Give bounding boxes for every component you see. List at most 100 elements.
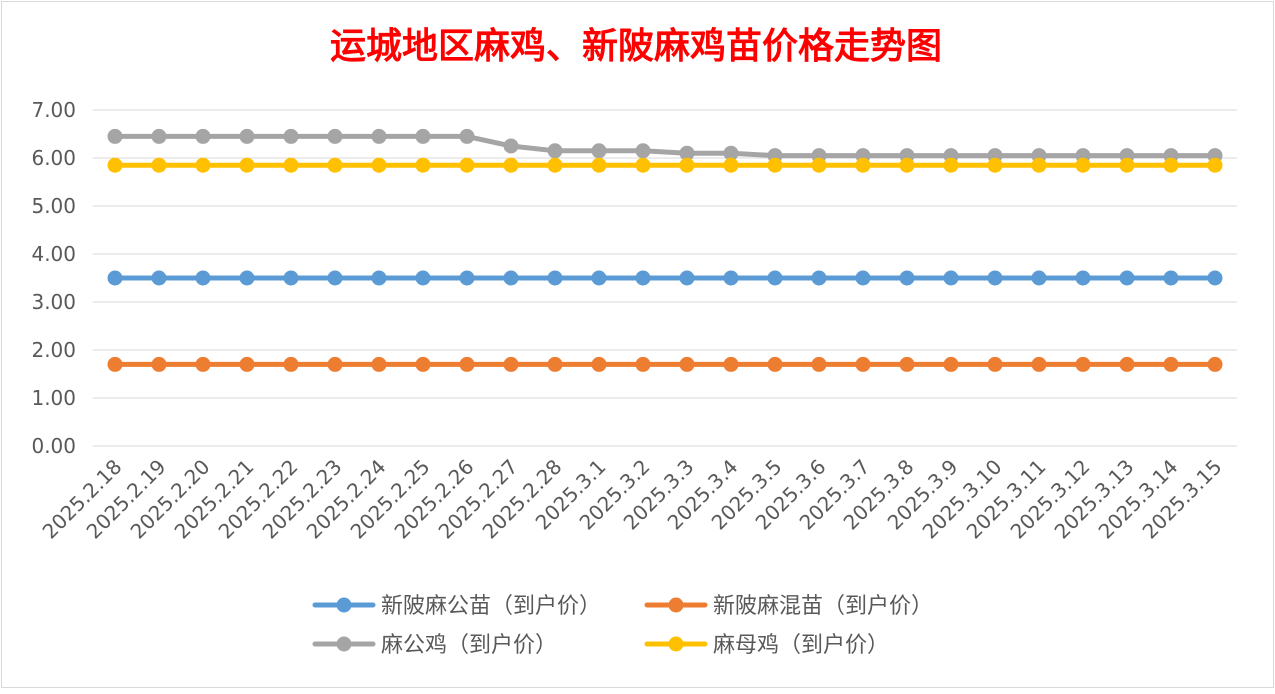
series-1 — [107, 270, 1223, 286]
data-point — [371, 270, 387, 286]
legend-item: 麻公鸡（到户价） — [312, 633, 557, 658]
data-point — [1031, 356, 1047, 372]
y-tick-label: 5.00 — [31, 194, 76, 218]
data-point — [547, 270, 563, 286]
legend-swatch-marker — [336, 636, 352, 652]
data-point — [1207, 270, 1223, 286]
data-point — [1031, 270, 1047, 286]
data-point — [855, 356, 871, 372]
series-lines — [107, 128, 1223, 372]
data-point — [327, 356, 343, 372]
data-point — [723, 356, 739, 372]
data-point — [327, 157, 343, 173]
data-point — [107, 157, 123, 173]
data-point — [371, 356, 387, 372]
series-4 — [107, 157, 1223, 173]
data-point — [1119, 356, 1135, 372]
data-point — [151, 356, 167, 372]
data-point — [195, 157, 211, 173]
data-point — [371, 157, 387, 173]
y-tick-label: 1.00 — [31, 386, 76, 410]
data-point — [503, 157, 519, 173]
data-point — [679, 145, 695, 161]
data-point — [107, 356, 123, 372]
y-tick-label: 3.00 — [31, 290, 76, 314]
y-tick-label: 4.00 — [31, 242, 76, 266]
data-point — [415, 128, 431, 144]
data-point — [899, 356, 915, 372]
data-point — [1031, 157, 1047, 173]
data-point — [1119, 157, 1135, 173]
series-2 — [107, 356, 1223, 372]
data-point — [107, 128, 123, 144]
data-point — [459, 128, 475, 144]
data-point — [283, 270, 299, 286]
data-point — [151, 128, 167, 144]
data-point — [943, 270, 959, 286]
legend-swatch-marker — [336, 597, 352, 613]
data-point — [899, 157, 915, 173]
legend: 新陂麻公苗（到户价） 新陂麻混苗（到户价） 麻公鸡（到户价） 麻母鸡（到户价） — [312, 594, 933, 658]
data-point — [811, 157, 827, 173]
legend-swatch-marker — [668, 597, 684, 613]
data-point — [1075, 356, 1091, 372]
data-point — [635, 356, 651, 372]
data-point — [283, 356, 299, 372]
data-point — [943, 157, 959, 173]
data-point — [635, 143, 651, 159]
data-point — [591, 356, 607, 372]
legend-label: 新陂麻混苗（到户价） — [713, 594, 933, 619]
y-tick-label: 0.00 — [31, 434, 76, 458]
legend-label: 麻母鸡（到户价） — [713, 633, 889, 658]
data-point — [1163, 356, 1179, 372]
gridlines — [93, 109, 1237, 447]
y-tick-label: 7.00 — [31, 98, 76, 122]
data-point — [591, 143, 607, 159]
y-tick-label: 2.00 — [31, 338, 76, 362]
data-point — [547, 143, 563, 159]
data-point — [679, 356, 695, 372]
data-point — [371, 128, 387, 144]
legend-item: 新陂麻混苗（到户价） — [644, 594, 933, 619]
data-point — [151, 270, 167, 286]
data-point — [415, 270, 431, 286]
data-point — [503, 138, 519, 154]
data-point — [107, 270, 123, 286]
data-point — [987, 157, 1003, 173]
data-point — [1207, 356, 1223, 372]
data-point — [415, 157, 431, 173]
data-point — [635, 270, 651, 286]
data-point — [459, 157, 475, 173]
data-point — [415, 356, 431, 372]
data-point — [899, 270, 915, 286]
y-axis-ticks: 0.00 1.00 2.00 3.00 4.00 5.00 6.00 7.00 — [31, 98, 76, 458]
data-point — [547, 157, 563, 173]
data-point — [811, 270, 827, 286]
data-point — [1163, 270, 1179, 286]
data-point — [239, 128, 255, 144]
data-point — [767, 270, 783, 286]
legend-label: 麻公鸡（到户价） — [381, 633, 557, 658]
data-point — [679, 157, 695, 173]
y-tick-label: 6.00 — [31, 146, 76, 170]
data-point — [195, 356, 211, 372]
data-point — [283, 157, 299, 173]
data-point — [767, 157, 783, 173]
data-point — [327, 128, 343, 144]
series-3 — [107, 128, 1223, 164]
legend-item: 新陂麻公苗（到户价） — [312, 594, 601, 619]
data-point — [855, 157, 871, 173]
data-point — [723, 157, 739, 173]
data-point — [503, 356, 519, 372]
data-point — [1075, 270, 1091, 286]
data-point — [591, 157, 607, 173]
data-point — [547, 356, 563, 372]
data-point — [195, 270, 211, 286]
data-point — [987, 270, 1003, 286]
data-point — [635, 157, 651, 173]
data-point — [767, 356, 783, 372]
data-point — [503, 270, 519, 286]
data-point — [239, 270, 255, 286]
